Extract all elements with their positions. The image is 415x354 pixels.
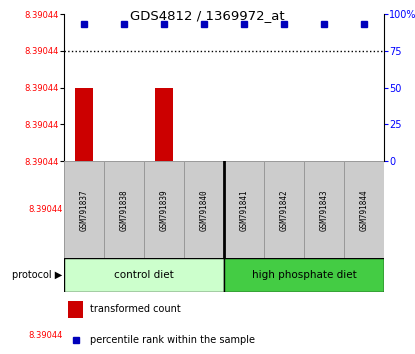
Text: GSM791842: GSM791842 — [280, 189, 288, 230]
Text: percentile rank within the sample: percentile rank within the sample — [90, 335, 255, 346]
Bar — [155, 88, 173, 161]
Bar — [224, 161, 264, 258]
Text: 8.39044: 8.39044 — [28, 331, 62, 340]
Bar — [264, 161, 304, 258]
Bar — [64, 258, 224, 292]
Text: GSM791839: GSM791839 — [160, 189, 168, 230]
Text: control diet: control diet — [115, 270, 174, 280]
Bar — [64, 161, 104, 258]
Bar — [224, 258, 384, 292]
Text: GSM791841: GSM791841 — [239, 189, 249, 230]
Text: high phosphate diet: high phosphate diet — [251, 270, 356, 280]
Bar — [68, 301, 83, 318]
Text: protocol ▶: protocol ▶ — [12, 270, 62, 280]
Text: GSM791838: GSM791838 — [120, 189, 129, 230]
Text: GDS4812 / 1369972_at: GDS4812 / 1369972_at — [130, 9, 285, 22]
Bar — [184, 161, 224, 258]
Bar — [75, 88, 93, 161]
Bar — [144, 161, 184, 258]
Bar — [304, 161, 344, 258]
Text: 8.39044: 8.39044 — [28, 205, 62, 214]
Text: transformed count: transformed count — [90, 304, 181, 314]
Bar — [104, 161, 144, 258]
Text: GSM791843: GSM791843 — [320, 189, 328, 230]
Bar — [344, 161, 384, 258]
Text: GSM791844: GSM791844 — [359, 189, 369, 230]
Text: GSM791840: GSM791840 — [200, 189, 209, 230]
Text: GSM791837: GSM791837 — [80, 189, 89, 230]
